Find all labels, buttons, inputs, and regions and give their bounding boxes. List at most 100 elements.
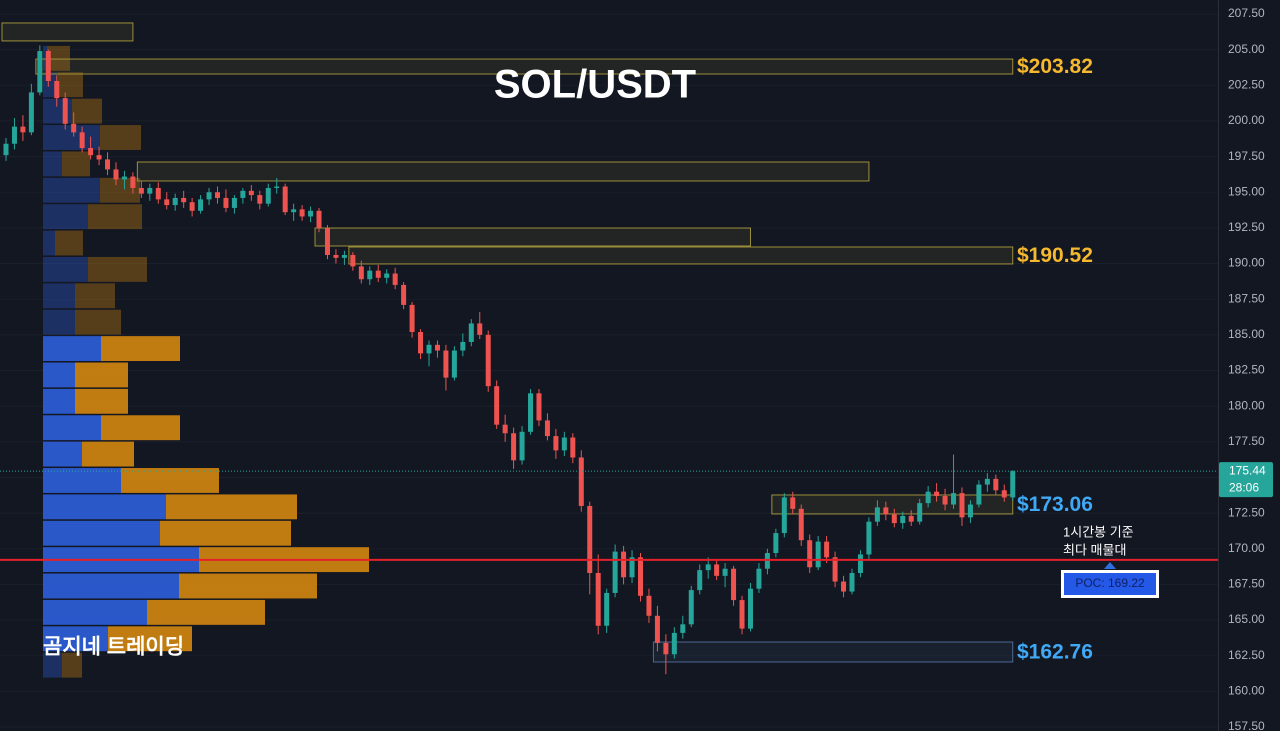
- buy-volume: [43, 415, 101, 441]
- candle-body: [341, 254, 347, 258]
- buy-volume: [43, 468, 121, 493]
- sell-volume: [75, 362, 128, 388]
- candle-body: [874, 507, 880, 522]
- candle-body: [248, 190, 254, 196]
- candle-body: [358, 266, 364, 280]
- candle-body: [832, 557, 838, 582]
- candle-body: [722, 568, 728, 576]
- candle-body: [934, 491, 940, 496]
- last-price-box: [1219, 462, 1273, 498]
- candle-body: [951, 493, 957, 505]
- candle-body: [460, 341, 466, 351]
- buy-volume: [43, 256, 88, 282]
- buy-volume: [43, 45, 47, 71]
- buy-volume: [43, 362, 75, 388]
- candle-body: [891, 514, 897, 524]
- zone: [348, 246, 1014, 265]
- sell-volume: [82, 441, 134, 467]
- candle-body: [62, 98, 68, 124]
- candle-body: [688, 590, 694, 625]
- candle-body: [595, 572, 601, 626]
- zone-label: $203.82: [1017, 55, 1093, 78]
- candle-body: [172, 197, 178, 206]
- candle-body: [502, 424, 508, 434]
- buy-volume: [43, 230, 55, 256]
- y-tick-label: 170.00: [1228, 541, 1265, 555]
- zones: [1, 22, 1014, 663]
- y-tick-label: 205.00: [1228, 42, 1265, 56]
- candle-body: [629, 557, 635, 578]
- zone: [314, 227, 751, 247]
- buy-volume: [43, 652, 62, 678]
- candle-body: [604, 592, 610, 626]
- candle-body: [384, 273, 390, 278]
- candle-body: [790, 497, 796, 509]
- poc-note: 1시간봉 기준: [1063, 524, 1134, 539]
- y-tick-label: 177.50: [1228, 434, 1265, 448]
- sell-volume: [47, 45, 70, 71]
- buy-volume: [43, 599, 147, 625]
- y-tick-label: 167.50: [1228, 577, 1265, 591]
- buy-volume: [43, 626, 108, 652]
- candle-body: [756, 568, 762, 589]
- candle-body: [240, 190, 246, 198]
- candle-body: [646, 595, 652, 616]
- sell-volume: [75, 309, 121, 335]
- y-tick-label: 187.50: [1228, 291, 1265, 305]
- buy-volume: [43, 204, 88, 230]
- countdown: 28:06: [1229, 480, 1259, 494]
- candle-body: [468, 323, 474, 342]
- candle-body: [333, 254, 339, 258]
- poc-label: POC: 169.22: [1075, 576, 1145, 590]
- candle-body: [206, 192, 212, 200]
- candle-body: [324, 227, 330, 255]
- y-tick-label: 200.00: [1228, 113, 1265, 127]
- y-tick-label: 157.50: [1228, 719, 1265, 731]
- last-price-label: 175.44: [1229, 463, 1266, 477]
- candle-body: [257, 195, 263, 204]
- candle-body: [11, 126, 17, 144]
- buy-volume: [43, 441, 82, 467]
- candle-body: [1010, 471, 1016, 498]
- candle-body: [714, 564, 720, 576]
- zone-label: $162.76: [1017, 641, 1093, 664]
- candle-body: [265, 187, 271, 204]
- volume-profile: [43, 45, 369, 678]
- y-tick-label: 165.00: [1228, 612, 1265, 626]
- price-axis: 157.50 160.00 162.50 165.00 167.50 170.00 172.…: [1219, 6, 1273, 731]
- candle-body: [198, 199, 204, 211]
- candle-body: [621, 551, 627, 578]
- candle-body: [485, 334, 491, 387]
- candle-body: [917, 503, 923, 522]
- candle-body: [815, 541, 821, 568]
- candle-body: [189, 202, 195, 211]
- candle-body: [841, 581, 847, 592]
- candle-body: [231, 197, 237, 208]
- candle-body: [663, 642, 669, 655]
- sell-volume: [100, 125, 141, 150]
- sell-volume: [101, 415, 180, 441]
- candle-body: [553, 436, 559, 451]
- zone: [35, 58, 1014, 75]
- candle-body: [925, 491, 931, 504]
- candle-body: [570, 437, 576, 458]
- candle-body: [443, 350, 449, 378]
- candle-body: [671, 632, 677, 655]
- zone: [652, 641, 1014, 663]
- y-tick-label: 160.00: [1228, 684, 1265, 698]
- candle-body: [1001, 490, 1007, 498]
- y-tick-label: 180.00: [1228, 398, 1265, 412]
- candle-body: [147, 187, 153, 194]
- y-tick-label: 202.50: [1228, 77, 1265, 91]
- candle-body: [451, 350, 457, 378]
- candle-body: [79, 132, 85, 149]
- candle-body: [113, 169, 119, 180]
- buy-volume: [43, 151, 62, 177]
- candle-body: [747, 588, 753, 629]
- lines: [0, 470, 1218, 561]
- candle-body: [959, 493, 965, 518]
- candle-body: [857, 554, 863, 573]
- zone: [136, 161, 870, 182]
- buy-volume: [43, 177, 100, 203]
- y-tick-label: 182.50: [1228, 363, 1265, 377]
